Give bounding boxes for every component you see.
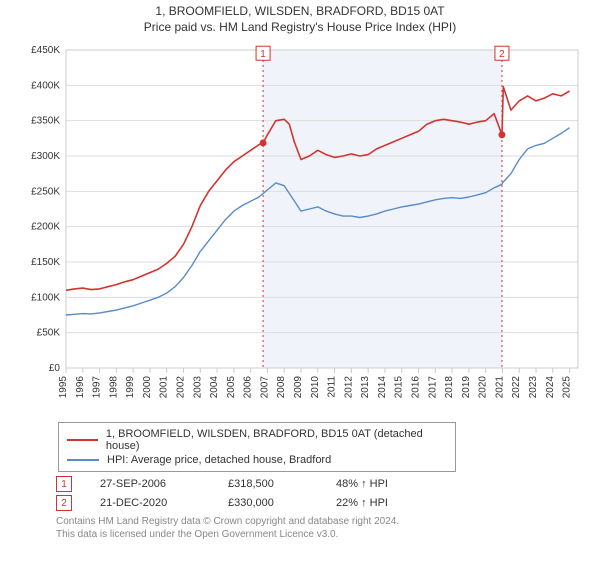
svg-text:2010: 2010 xyxy=(310,376,321,399)
svg-text:2019: 2019 xyxy=(461,376,472,399)
svg-text:£100K: £100K xyxy=(31,292,60,303)
event-marker-icon: 2 xyxy=(56,495,72,511)
svg-text:2025: 2025 xyxy=(562,376,573,399)
legend-swatch xyxy=(67,439,98,441)
svg-text:2000: 2000 xyxy=(142,376,153,399)
event-delta: 48% ↑ HPI xyxy=(336,478,388,490)
svg-text:2005: 2005 xyxy=(226,376,237,399)
svg-text:2022: 2022 xyxy=(511,376,522,399)
svg-text:1: 1 xyxy=(260,49,266,60)
svg-text:2011: 2011 xyxy=(327,376,338,398)
svg-text:2024: 2024 xyxy=(545,376,556,399)
event-row: 2 21-DEC-2020 £330,000 22% ↑ HPI xyxy=(56,495,600,511)
legend-item: 1, BROOMFIELD, WILSDEN, BRADFORD, BD15 0… xyxy=(67,427,447,453)
event-delta: 22% ↑ HPI xyxy=(336,497,388,509)
legend-swatch xyxy=(67,459,99,461)
svg-text:2020: 2020 xyxy=(478,376,489,399)
svg-text:2014: 2014 xyxy=(377,376,388,399)
svg-text:£150K: £150K xyxy=(31,257,60,268)
chart-legend: 1, BROOMFIELD, WILSDEN, BRADFORD, BD15 0… xyxy=(58,422,456,472)
svg-text:2004: 2004 xyxy=(209,376,220,399)
event-price: £330,000 xyxy=(228,497,308,509)
legend-item: HPI: Average price, detached house, Brad… xyxy=(67,453,447,467)
svg-text:2: 2 xyxy=(499,49,505,60)
svg-text:£450K: £450K xyxy=(31,45,60,56)
svg-text:£200K: £200K xyxy=(31,222,60,233)
legend-label: HPI: Average price, detached house, Brad… xyxy=(107,454,331,466)
legend-label: 1, BROOMFIELD, WILSDEN, BRADFORD, BD15 0… xyxy=(106,428,447,452)
svg-text:2015: 2015 xyxy=(394,376,405,399)
svg-text:2018: 2018 xyxy=(444,376,455,399)
svg-text:2013: 2013 xyxy=(360,376,371,399)
svg-text:£50K: £50K xyxy=(37,328,61,339)
event-price: £318,500 xyxy=(228,478,308,490)
svg-text:2006: 2006 xyxy=(243,376,254,399)
svg-text:2021: 2021 xyxy=(494,376,505,399)
events-table: 1 27-SEP-2006 £318,500 48% ↑ HPI 2 21-DE… xyxy=(56,476,600,511)
chart-container: £0 £50K £100K £150K £200K £250K £300K £350K £400… xyxy=(10,36,590,416)
svg-text:2001: 2001 xyxy=(159,376,170,399)
event-row: 1 27-SEP-2006 £318,500 48% ↑ HPI xyxy=(56,476,600,492)
svg-text:£400K: £400K xyxy=(31,80,60,91)
svg-text:1998: 1998 xyxy=(108,376,119,399)
svg-text:1996: 1996 xyxy=(75,376,86,399)
price-chart: £0 £50K £100K £150K £200K £250K £300K £350K £400… xyxy=(10,36,590,416)
svg-text:£250K: £250K xyxy=(31,186,60,197)
svg-text:1999: 1999 xyxy=(125,376,136,399)
svg-text:1995: 1995 xyxy=(58,376,69,399)
svg-text:£350K: £350K xyxy=(31,116,60,127)
event-date: 21-DEC-2020 xyxy=(100,497,200,509)
page-title: 1, BROOMFIELD, WILSDEN, BRADFORD, BD15 0… xyxy=(0,4,600,18)
svg-text:2023: 2023 xyxy=(528,376,539,399)
footnote: Contains HM Land Registry data © Crown c… xyxy=(56,515,600,541)
svg-text:2012: 2012 xyxy=(343,376,354,399)
svg-text:1997: 1997 xyxy=(92,376,103,399)
event-marker-icon: 1 xyxy=(56,476,72,492)
svg-text:2007: 2007 xyxy=(259,376,270,399)
event-date: 27-SEP-2006 xyxy=(100,478,200,490)
svg-text:2002: 2002 xyxy=(176,376,187,399)
svg-text:2008: 2008 xyxy=(276,376,287,399)
page-subtitle: Price paid vs. HM Land Registry's House … xyxy=(0,20,600,34)
svg-text:2016: 2016 xyxy=(411,376,422,399)
footnote-line: Contains HM Land Registry data © Crown c… xyxy=(56,515,600,528)
svg-text:2003: 2003 xyxy=(192,376,203,399)
svg-text:2009: 2009 xyxy=(293,376,304,399)
svg-text:£0: £0 xyxy=(49,363,61,374)
footnote-line: This data is licensed under the Open Gov… xyxy=(56,528,600,541)
svg-text:£300K: £300K xyxy=(31,151,60,162)
svg-text:2017: 2017 xyxy=(427,376,438,399)
